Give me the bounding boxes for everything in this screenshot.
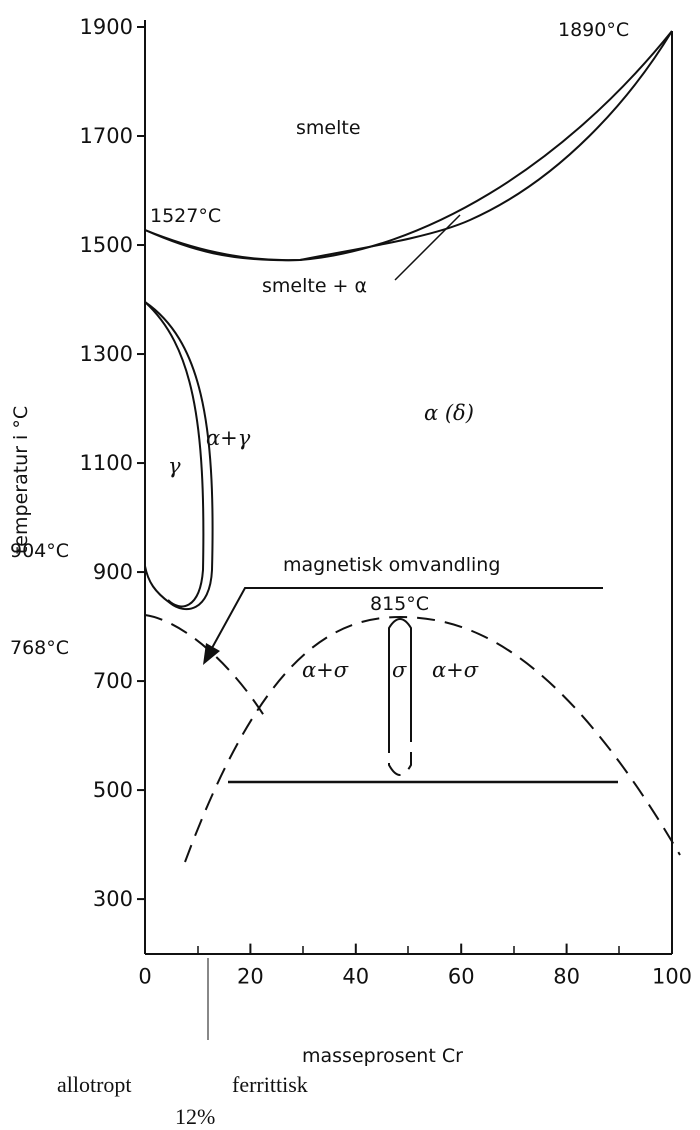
leader xyxy=(394,214,461,281)
label: γ xyxy=(168,454,181,478)
gamma-loop-inner xyxy=(144,301,205,608)
label: 768°C xyxy=(10,637,69,659)
label: 1890°C xyxy=(558,19,629,41)
y-tick-label: 1300 xyxy=(80,342,133,366)
x-tick-label: 40 xyxy=(342,965,369,989)
label: smelte xyxy=(296,117,361,139)
x-tick-label: 60 xyxy=(448,965,475,989)
arrow-line xyxy=(211,587,603,649)
label: magnetisk omvandling xyxy=(283,554,500,576)
solidus xyxy=(144,30,673,262)
y-tick-label: 900 xyxy=(93,560,133,584)
label: α (δ) xyxy=(424,401,474,425)
y-tick-label: 300 xyxy=(93,887,133,911)
y-tick-label: 1700 xyxy=(80,124,133,148)
footer-label: allotropt xyxy=(57,1072,132,1097)
label: smelte + α xyxy=(262,275,367,297)
y-tick-label: 700 xyxy=(93,669,133,693)
y-tick-label: 1500 xyxy=(80,233,133,257)
arrowhead xyxy=(203,643,220,665)
minor-ticks xyxy=(197,946,620,954)
y-tick-label: 500 xyxy=(93,778,133,802)
y-tick-label: 1100 xyxy=(80,451,133,475)
y-tick-label: 1900 xyxy=(80,15,133,39)
x-tick-label: 20 xyxy=(237,965,264,989)
footer-label: 12% xyxy=(175,1104,215,1129)
x-axis-label: masseprosent Cr xyxy=(302,1045,463,1067)
label: 1527°C xyxy=(150,205,221,227)
label: α+γ xyxy=(206,426,251,450)
x-tick-label: 0 xyxy=(138,965,151,989)
sigma-dome xyxy=(184,615,681,863)
gamma-loop-outer xyxy=(144,301,214,611)
label: 815°C xyxy=(370,593,429,615)
sigma-loop-lower xyxy=(388,735,412,776)
curie-line xyxy=(144,614,269,723)
y-axis-label: temperatur i °C xyxy=(10,406,32,554)
label: α+σ xyxy=(302,658,349,682)
label: σ xyxy=(392,658,407,682)
label: α+σ xyxy=(432,658,479,682)
liquidus xyxy=(144,30,673,262)
x-tick-label: 80 xyxy=(553,965,580,989)
label: 904°C xyxy=(10,540,69,562)
x-tick-label: 100 xyxy=(652,965,692,989)
footer-label: ferrittisk xyxy=(232,1072,308,1097)
sigma-loop xyxy=(388,618,412,735)
